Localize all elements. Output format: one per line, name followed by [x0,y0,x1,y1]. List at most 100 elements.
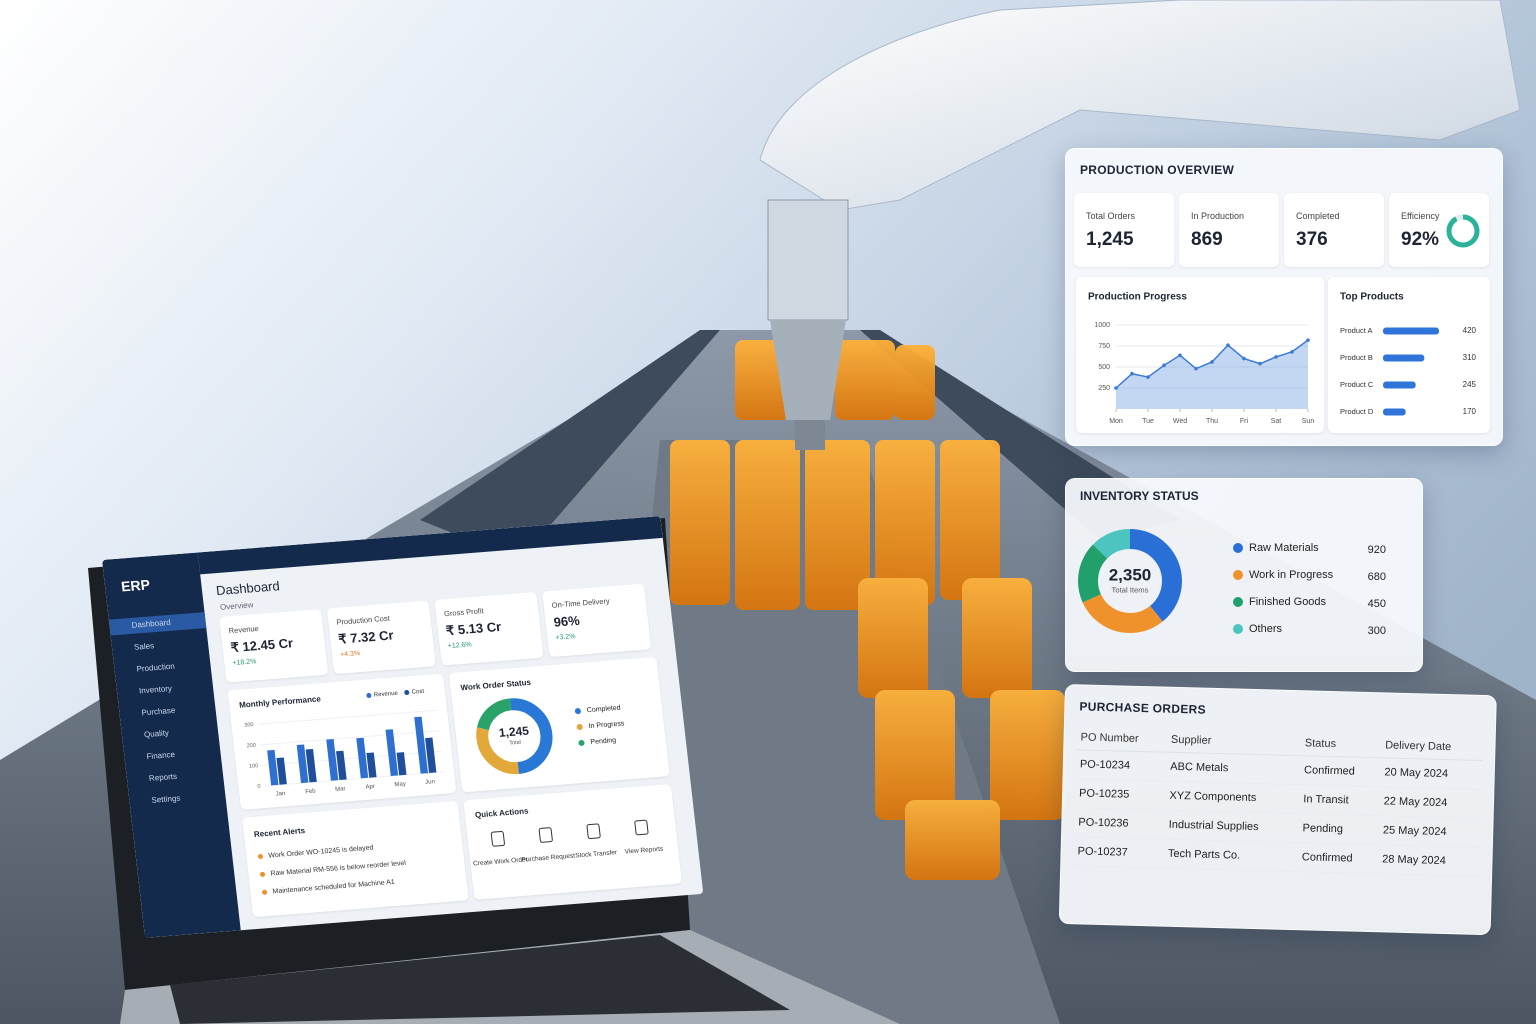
kpi-label: Efficiency [1401,211,1440,221]
bar [1383,327,1439,335]
y-tick-label: 100 [249,763,259,770]
bar [385,729,399,777]
point [1130,371,1134,376]
po-cell: PO-10235 [1074,778,1166,811]
po-cell: XYZ Components [1165,781,1300,814]
bar [1383,381,1416,389]
donut-segment [1078,529,1182,633]
point [1258,361,1262,366]
alert-dot [262,889,268,895]
point [1290,350,1294,354]
alerts: Recent Alerts Work Order WO-10245 is dela… [253,826,406,895]
work-order-card: Work Order Status 1,245 Total Completed In P… [448,656,670,793]
bar-chart: Top Products Product A 420 Product B 310 Prod… [1340,292,1477,416]
bar [1383,408,1406,416]
gauge [1446,214,1480,248]
y-tick-label: 750 [1098,343,1110,350]
column-header: PO Number [1076,725,1168,753]
kpi-label: On-Time Delivery [551,596,611,610]
page-title: Dashboard [215,578,281,599]
nav-item[interactable]: Finance [146,749,176,762]
inventory-panel: INVENTORY STATUS 2,350 Total Items Raw Mate… [1065,478,1423,672]
production-overview-panel: PRODUCTION OVERVIEW Total Orders 1,245 In … [1065,148,1503,446]
kpi-value: 1,245 [1086,229,1134,250]
alerts-card: Recent Alerts Work Order WO-10245 is dela… [242,800,469,918]
action-label[interactable]: Stock Transfer [575,849,618,859]
x-tick-label: Sun [1302,418,1315,425]
bar [396,752,407,776]
point [1242,356,1246,361]
kpi-value: ₹ 7.32 Cr [337,627,395,647]
grid-line [257,709,438,725]
legend-dot [576,724,583,731]
kpi-card: Gross Profit ₹ 5.13 Cr +12.6% [434,592,544,666]
action-label[interactable]: Purchase Request [521,853,575,864]
value-label: 170 [1463,407,1477,416]
category-label: Product B [1340,353,1373,362]
grid-line [262,750,442,766]
panel-title: INVENTORY STATUS [1080,489,1199,503]
conveyor-left [420,330,720,560]
point [1306,338,1310,342]
action-icon[interactable] [538,827,553,843]
kpi-value: ₹ 12.45 Cr [229,635,294,656]
category-label: Product A [1340,326,1373,335]
nav-item[interactable]: Reports [148,771,178,783]
action-label[interactable]: View Reports [624,846,664,856]
action-label[interactable]: Create Work Order [473,856,529,867]
action-icon[interactable] [634,819,649,836]
kpi-value: 376 [1296,229,1328,250]
po-cell: Tech Parts Co. [1163,839,1299,872]
bar [276,757,287,785]
kpi-value: 869 [1191,229,1223,250]
x-tick-label: Tue [1142,418,1154,425]
po-cell: 22 May 2024 [1379,786,1482,819]
x-tick-label: Thu [1206,418,1218,425]
kpi-change: +12.6% [447,641,473,651]
kpi-card: Completed 376 [1284,193,1384,267]
legend-label: Pending [590,737,617,746]
nav-item[interactable]: Sales [133,641,155,652]
orange-cups [670,340,1065,880]
kpi-label: Gross Profit [443,606,485,619]
po-cell: ABC Metals [1165,752,1301,785]
bar [425,737,437,773]
x-tick-label: Feb [305,788,317,795]
kpi-label: Revenue [228,623,260,636]
nav-item[interactable]: Settings [151,793,181,805]
nav-item[interactable]: Production [136,661,176,674]
po-cell: 25 May 2024 [1378,815,1481,848]
po-cell: Confirmed [1299,755,1381,787]
action-icon[interactable] [490,831,505,847]
chart-title: Work Order Status [460,678,532,693]
quick-actions-card: Quick Actions Create Work Order Purchase R… [463,784,683,900]
y-tick-label: 300 [244,722,254,729]
top-products-card: Top Products Product A 420 Product B 310 Prod… [1328,277,1490,433]
section-title: Overview [219,600,254,612]
kpi-card: Production Cost ₹ 7.32 Cr +4.3% [326,600,436,675]
legend-label: Revenue [374,691,399,699]
action-icon[interactable] [586,823,601,840]
card-title: Quick Actions [475,806,530,819]
point [1178,353,1182,358]
logo: ERP [120,576,151,595]
legend-label: Others [1249,623,1283,635]
alert-dot [260,871,266,877]
nav-item[interactable]: Purchase [141,705,176,718]
column-header: Supplier [1166,727,1302,756]
value-label: 420 [1463,326,1477,335]
po-cell: In Transit [1298,784,1381,816]
legend-dot [1233,624,1243,634]
po-cell: 20 May 2024 [1380,757,1483,790]
bar [267,749,279,786]
legend-label: Cost [411,689,424,696]
po-cell: PO-10234 [1075,749,1167,782]
x-tick-label: Jan [275,791,285,798]
nav-item[interactable]: Inventory [138,683,173,696]
bar [414,716,429,774]
nav-item[interactable]: Quality [143,728,170,740]
po-cell: PO-10237 [1073,836,1165,869]
x-tick-label: Mar [335,786,346,793]
alert-dot [257,853,264,859]
